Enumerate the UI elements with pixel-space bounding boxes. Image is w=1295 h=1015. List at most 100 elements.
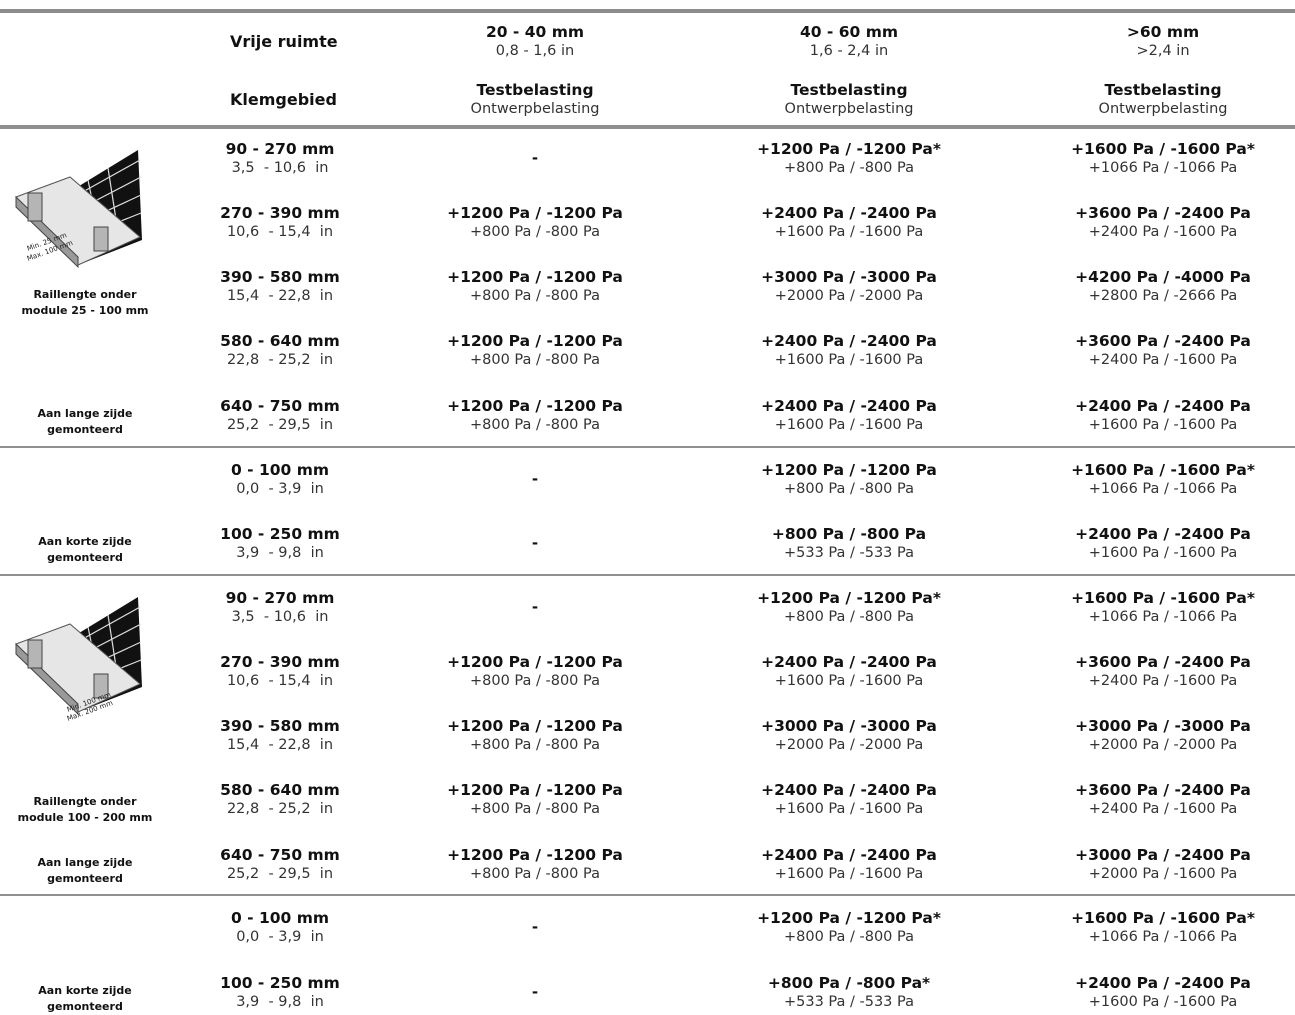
test-load-value: +800 Pa / -800 Pa* (767, 974, 931, 992)
header-vrije-ruimte: Vrije ruimte (230, 32, 338, 51)
design-load-value: +1066 Pa / -1066 Pa (1088, 481, 1238, 497)
test-load-value: +4200 Pa / -4000 Pa (1075, 268, 1251, 286)
load-cell-col-1: +1200 Pa / -1200 Pa +800 Pa / -800 Pa (425, 780, 645, 819)
no-value-dash: - (531, 470, 539, 488)
header-col-1: 20 - 40 mm 0,8 - 1,6 in (425, 22, 645, 61)
design-load-value: +2000 Pa / -2000 Pa (774, 737, 924, 753)
design-load-value: +1600 Pa / -1600 Pa (1088, 417, 1238, 433)
clamp-range-mm: 270 - 390 mm (220, 653, 340, 671)
clamp-range-cell: 0 - 100 mm 0,0 - 3,9 in (200, 908, 360, 947)
col-2-test-label: Testbelasting (790, 81, 908, 99)
test-load-value: +2400 Pa / -2400 Pa (761, 332, 937, 350)
test-load-value: +3000 Pa / -2400 Pa (1075, 846, 1251, 864)
test-load-value: +2400 Pa / -2400 Pa (1075, 397, 1251, 415)
load-cell-col-3: +2400 Pa / -2400 Pa +1600 Pa / -1600 Pa (1053, 524, 1273, 563)
clamp-range-cell: 640 - 750 mm 25,2 - 29,5 in (200, 396, 360, 435)
load-cell-col-2: +2400 Pa / -2400 Pa +1600 Pa / -1600 Pa (739, 652, 959, 691)
clamp-range-mm: 100 - 250 mm (220, 974, 340, 992)
load-cell-col-2: +2400 Pa / -2400 Pa +1600 Pa / -1600 Pa (739, 845, 959, 884)
col-1-range-in: 0,8 - 1,6 in (495, 43, 575, 59)
load-cell-col-3: +3600 Pa / -2400 Pa +2400 Pa / -1600 Pa (1053, 203, 1273, 242)
design-load-value: +800 Pa / -800 Pa (469, 866, 600, 882)
design-load-value: +800 Pa / -800 Pa (469, 737, 600, 753)
design-load-value: +1600 Pa / -1600 Pa (774, 801, 924, 817)
design-load-value: +800 Pa / -800 Pa (783, 160, 914, 176)
test-load-value: +3000 Pa / -3000 Pa (1075, 717, 1251, 735)
load-cell-col-2: +2400 Pa / -2400 Pa +1600 Pa / -1600 Pa (739, 780, 959, 819)
test-load-value: +1600 Pa / -1600 Pa* (1071, 909, 1255, 927)
design-load-value: +533 Pa / -533 Pa (783, 545, 914, 561)
load-cell-col-3: +3600 Pa / -2400 Pa +2400 Pa / -1600 Pa (1053, 331, 1273, 370)
load-cell-col-3: +1600 Pa / -1600 Pa* +1066 Pa / -1066 Pa (1053, 588, 1273, 627)
test-load-value: +1200 Pa / -1200 Pa* (757, 909, 941, 927)
test-load-value: +3600 Pa / -2400 Pa (1075, 204, 1251, 222)
load-cell-col-3: +4200 Pa / -4000 Pa +2800 Pa / -2666 Pa (1053, 267, 1273, 306)
test-load-value: +2400 Pa / -2400 Pa (761, 653, 937, 671)
test-load-value: +2400 Pa / -2400 Pa (761, 846, 937, 864)
design-load-value: +800 Pa / -800 Pa (469, 801, 600, 817)
clamp-range-in: 15,4 - 22,8 in (226, 288, 334, 304)
clamp-range-mm: 100 - 250 mm (220, 525, 340, 543)
clamp-range-mm: 270 - 390 mm (220, 204, 340, 222)
design-load-value: +533 Pa / -533 Pa (783, 994, 914, 1010)
side-label-rail-length-1: Raillengte onder module 25 - 100 mm (21, 288, 149, 317)
design-load-value: +1600 Pa / -1600 Pa (774, 417, 924, 433)
header-col-3-loads: Testbelasting Ontwerpbelasting (1053, 80, 1273, 119)
load-cell-col-2: +1200 Pa / -1200 Pa* +800 Pa / -800 Pa (739, 139, 959, 178)
col-2-range-in: 1,6 - 2,4 in (809, 43, 889, 59)
test-load-value: +800 Pa / -800 Pa (771, 525, 927, 543)
clamp-range-in: 25,2 - 29,5 in (226, 417, 334, 433)
test-load-value: +1200 Pa / -1200 Pa (447, 781, 623, 799)
test-load-value: +1200 Pa / -1200 Pa (447, 268, 623, 286)
test-load-value: +2400 Pa / -2400 Pa (761, 397, 937, 415)
load-cell-col-3: +2400 Pa / -2400 Pa +1600 Pa / -1600 Pa (1053, 973, 1273, 1012)
test-load-value: +3000 Pa / -3000 Pa (761, 717, 937, 735)
clamp-range-mm: 390 - 580 mm (220, 268, 340, 286)
design-load-value: +800 Pa / -800 Pa (783, 481, 914, 497)
no-value-dash: - (531, 918, 539, 936)
clamp-range-mm: 0 - 100 mm (230, 909, 330, 927)
load-cell-col-2: +1200 Pa / -1200 Pa* +800 Pa / -800 Pa (739, 588, 959, 627)
test-load-value: +1200 Pa / -1200 Pa (761, 461, 937, 479)
design-load-value: +1600 Pa / -1600 Pa (1088, 545, 1238, 561)
test-load-value: +1600 Pa / -1600 Pa* (1071, 140, 1255, 158)
test-load-value: +1200 Pa / -1200 Pa (447, 397, 623, 415)
clamp-range-in: 0,0 - 3,9 in (236, 929, 324, 945)
side-label-short-side-1: Aan korte zijde gemonteerd (38, 535, 132, 564)
test-load-value: +1600 Pa / -1600 Pa* (1071, 589, 1255, 607)
design-load-value: +800 Pa / -800 Pa (469, 352, 600, 368)
test-load-value: +1200 Pa / -1200 Pa (447, 846, 623, 864)
load-cell-col-1: +1200 Pa / -1200 Pa +800 Pa / -800 Pa (425, 203, 645, 242)
header-col-3: >60 mm >2,4 in (1053, 22, 1273, 61)
test-load-value: +2400 Pa / -2400 Pa (761, 781, 937, 799)
header-klemgebied: Klemgebied (230, 90, 337, 109)
no-value-dash: - (531, 598, 539, 616)
clamp-range-cell: 390 - 580 mm 15,4 - 22,8 in (200, 267, 360, 306)
load-cell-col-1: +1200 Pa / -1200 Pa +800 Pa / -800 Pa (425, 716, 645, 755)
load-cell-col-2: +1200 Pa / -1200 Pa* +800 Pa / -800 Pa (739, 908, 959, 947)
load-cell-col-3: +2400 Pa / -2400 Pa +1600 Pa / -1600 Pa (1053, 396, 1273, 435)
load-cell-col-2: +800 Pa / -800 Pa +533 Pa / -533 Pa (739, 524, 959, 563)
design-load-value: +2400 Pa / -1600 Pa (1088, 352, 1238, 368)
clamp-range-in: 3,5 - 10,6 in (231, 160, 329, 176)
design-load-value: +800 Pa / -800 Pa (783, 929, 914, 945)
clamp-range-in: 3,9 - 9,8 in (236, 545, 324, 561)
load-cell-col-3: +1600 Pa / -1600 Pa* +1066 Pa / -1066 Pa (1053, 908, 1273, 947)
clamp-range-mm: 580 - 640 mm (220, 781, 340, 799)
test-load-value: +3600 Pa / -2400 Pa (1075, 653, 1251, 671)
load-cell-col-3: +3600 Pa / -2400 Pa +2400 Pa / -1600 Pa (1053, 652, 1273, 691)
section-separator-3 (0, 894, 1295, 896)
clamp-range-mm: 580 - 640 mm (220, 332, 340, 350)
no-value-dash: - (531, 983, 539, 1001)
clamp-range-cell: 100 - 250 mm 3,9 - 9,8 in (200, 524, 360, 563)
header-col-2-loads: Testbelasting Ontwerpbelasting (739, 80, 959, 119)
test-load-value: +1600 Pa / -1600 Pa* (1071, 461, 1255, 479)
side-label-long-side-1: Aan lange zijde gemonteerd (37, 407, 133, 436)
clamp-range-in: 15,4 - 22,8 in (226, 737, 334, 753)
col-3-range-in: >2,4 in (1136, 43, 1190, 59)
load-cell-col-2: +3000 Pa / -3000 Pa +2000 Pa / -2000 Pa (739, 267, 959, 306)
clamp-range-in: 3,9 - 9,8 in (236, 994, 324, 1010)
load-cell-col-2: +800 Pa / -800 Pa* +533 Pa / -533 Pa (739, 973, 959, 1012)
module-rail-illustration-100-200: Min. 100 mm Max. 200 mm (15, 597, 142, 722)
load-cell-col-2: +1200 Pa / -1200 Pa +800 Pa / -800 Pa (739, 460, 959, 499)
